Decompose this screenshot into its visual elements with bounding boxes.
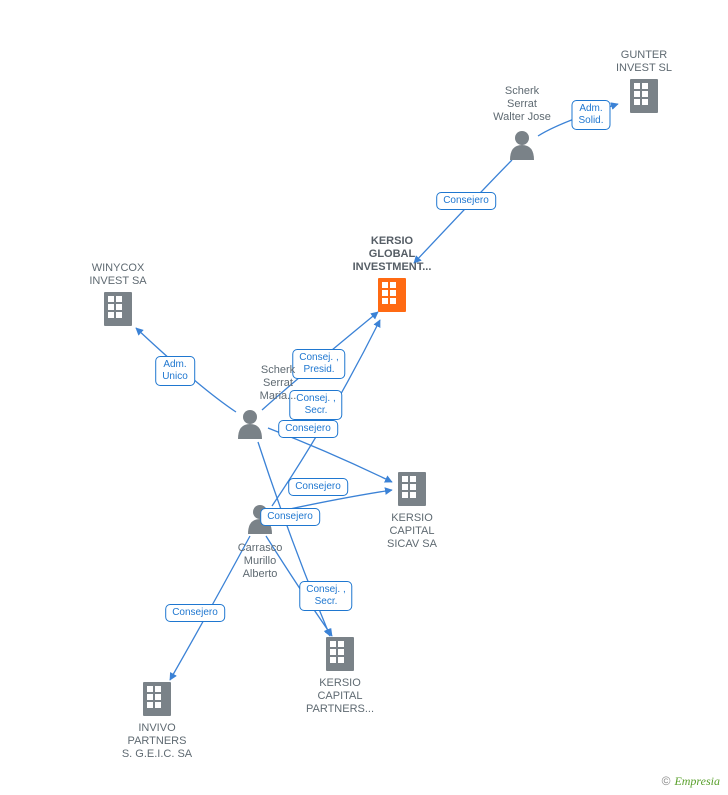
edge-label: Consejero (436, 192, 496, 210)
edge-label: Consejero (278, 420, 338, 438)
edge-label: Consejero (288, 478, 348, 496)
person-icon (238, 410, 262, 439)
company-node[interactable] (398, 472, 426, 506)
node-label: KERSIOGLOBALINVESTMENT... (347, 235, 437, 274)
company-node[interactable] (378, 278, 406, 312)
copyright-text: Empresia (674, 774, 720, 788)
edge-label: Adm. Unico (155, 356, 195, 386)
building-icon (398, 472, 426, 506)
person-node[interactable] (238, 410, 262, 439)
edge-label: Consejero (165, 604, 225, 622)
person-node[interactable] (510, 131, 534, 160)
building-icon (143, 682, 171, 716)
edge-label: Adm. Solid. (571, 100, 610, 130)
node-label: ScherkSerratWalter Jose (477, 85, 567, 124)
building-icon (378, 278, 406, 312)
copyright: ©Empresia (662, 774, 720, 789)
edge-label: Consej. , Secr. (299, 581, 352, 611)
diagram-canvas (0, 0, 728, 795)
node-label: ScherkSerratMaria... (233, 364, 323, 403)
node-label: KERSIOCAPITALSICAV SA (367, 512, 457, 551)
node-label: WINYCOXINVEST SA (73, 262, 163, 288)
edge-label: Consejero (260, 508, 320, 526)
building-icon (630, 79, 658, 113)
company-node[interactable] (143, 682, 171, 716)
person-icon (510, 131, 534, 160)
node-label: CarrascoMurilloAlberto (215, 542, 305, 581)
company-node[interactable] (326, 637, 354, 671)
company-node[interactable] (630, 79, 658, 113)
building-icon (326, 637, 354, 671)
node-label: INVIVOPARTNERSS. G.E.I.C. SA (112, 722, 202, 761)
company-node[interactable] (104, 292, 132, 326)
copyright-symbol: © (662, 774, 671, 788)
node-label: KERSIOCAPITALPARTNERS... (295, 677, 385, 716)
building-icon (104, 292, 132, 326)
node-label: GUNTERINVEST SL (599, 49, 689, 75)
